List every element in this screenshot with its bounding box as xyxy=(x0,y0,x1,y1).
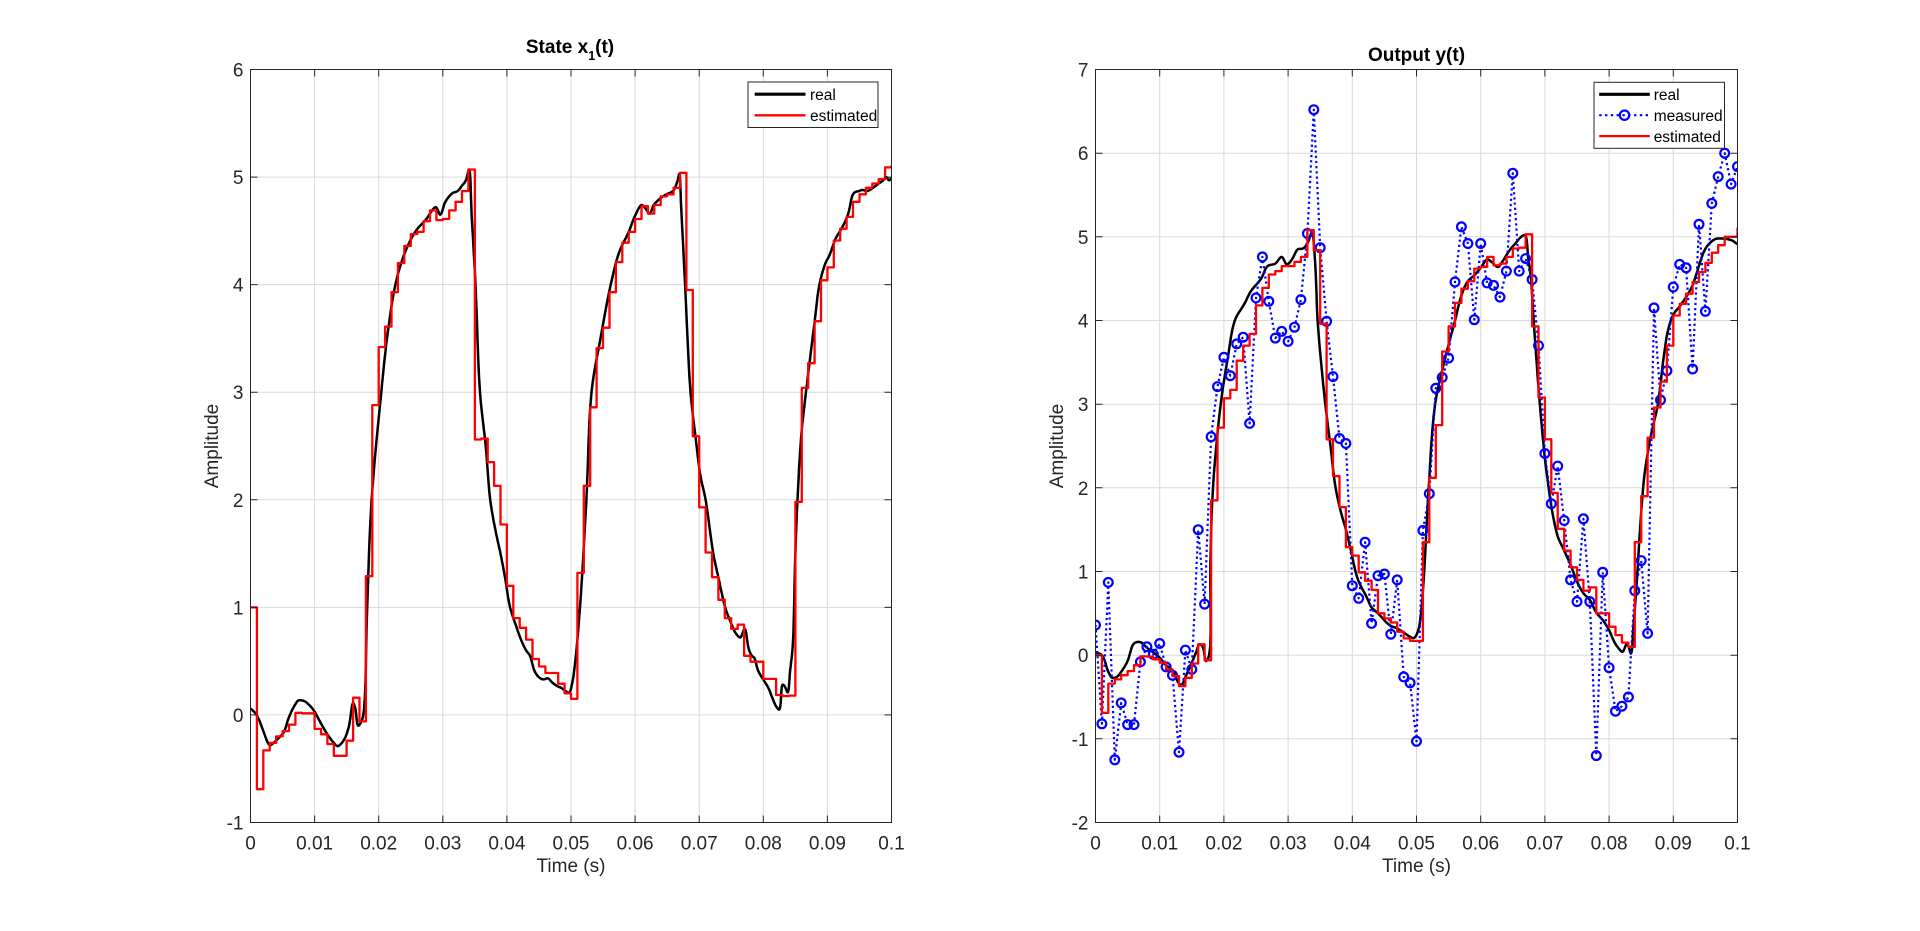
svg-text:0.08: 0.08 xyxy=(745,834,782,855)
svg-text:Time (s): Time (s) xyxy=(1382,856,1451,877)
svg-text:0.06: 0.06 xyxy=(617,834,654,855)
svg-text:Time (s): Time (s) xyxy=(537,856,606,877)
svg-text:-2: -2 xyxy=(1072,814,1089,835)
svg-text:3: 3 xyxy=(233,383,244,404)
svg-text:2: 2 xyxy=(233,491,244,512)
svg-text:0.07: 0.07 xyxy=(681,834,718,855)
svg-text:0: 0 xyxy=(245,834,256,855)
svg-text:Output y(t): Output y(t) xyxy=(1368,45,1465,66)
svg-text:0.05: 0.05 xyxy=(1398,834,1435,855)
svg-text:measured: measured xyxy=(1654,108,1723,125)
svg-text:0.03: 0.03 xyxy=(1270,834,1307,855)
svg-text:0.06: 0.06 xyxy=(1462,834,1499,855)
svg-text:real: real xyxy=(810,87,836,104)
svg-text:0.01: 0.01 xyxy=(296,834,333,855)
svg-text:5: 5 xyxy=(233,168,244,189)
svg-text:0.02: 0.02 xyxy=(360,834,397,855)
svg-text:0.03: 0.03 xyxy=(424,834,461,855)
svg-text:0.07: 0.07 xyxy=(1526,834,1563,855)
svg-text:0.1: 0.1 xyxy=(878,834,904,855)
svg-text:0: 0 xyxy=(233,706,244,727)
svg-text:Amplitude: Amplitude xyxy=(1047,404,1068,489)
svg-text:0.02: 0.02 xyxy=(1205,834,1242,855)
svg-text:3: 3 xyxy=(1078,395,1089,416)
svg-text:4: 4 xyxy=(1078,312,1089,333)
svg-text:0.09: 0.09 xyxy=(809,834,846,855)
svg-text:6: 6 xyxy=(1078,144,1089,165)
svg-text:-1: -1 xyxy=(227,814,244,835)
svg-text:1: 1 xyxy=(233,598,244,619)
svg-text:0.09: 0.09 xyxy=(1655,834,1692,855)
svg-text:0.04: 0.04 xyxy=(1334,834,1371,855)
svg-text:0.05: 0.05 xyxy=(553,834,590,855)
svg-text:0: 0 xyxy=(1078,646,1089,667)
svg-text:estimated: estimated xyxy=(810,108,877,125)
svg-text:0: 0 xyxy=(1090,834,1101,855)
svg-text:-1: -1 xyxy=(1072,730,1089,751)
svg-text:0.04: 0.04 xyxy=(488,834,525,855)
svg-text:5: 5 xyxy=(1078,228,1089,249)
svg-text:0.08: 0.08 xyxy=(1591,834,1628,855)
svg-text:Amplitude: Amplitude xyxy=(202,404,223,489)
svg-text:4: 4 xyxy=(233,276,244,297)
svg-text:estimated: estimated xyxy=(1654,129,1721,146)
svg-text:1: 1 xyxy=(1078,563,1089,584)
svg-text:6: 6 xyxy=(233,61,244,82)
svg-text:0.01: 0.01 xyxy=(1141,834,1178,855)
svg-text:2: 2 xyxy=(1078,479,1089,500)
svg-text:7: 7 xyxy=(1078,61,1089,82)
svg-text:real: real xyxy=(1654,87,1680,104)
svg-text:0.1: 0.1 xyxy=(1724,834,1750,855)
